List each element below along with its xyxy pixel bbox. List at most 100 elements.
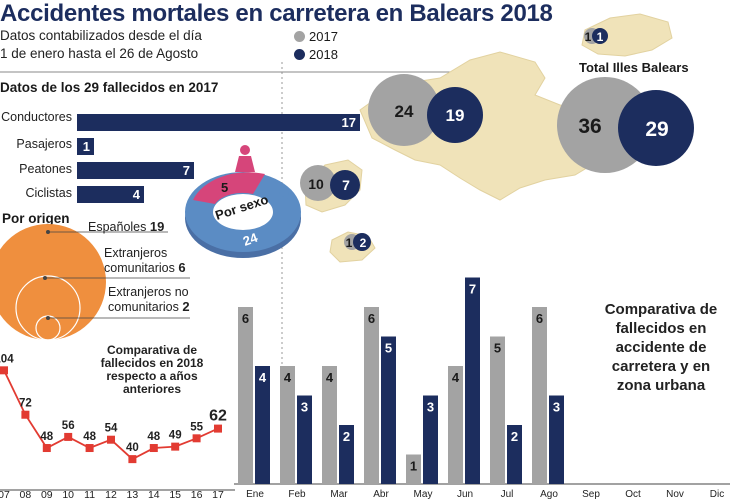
hbar-value-ciclistas: 4 (132, 187, 140, 202)
bar-title-3: accidente de (615, 339, 707, 356)
line-title-4: anteriores (122, 382, 182, 396)
origen-label-espanoles: Españoles 19 (88, 219, 164, 234)
line-chart-title: Comparativa de fallecidos en 2018 respec… (92, 344, 212, 396)
bar-tick-label: Jul (501, 489, 514, 500)
bar-2017 (280, 366, 295, 484)
origen-leader-dot-2 (43, 276, 47, 280)
total-2017-value: 36 (578, 115, 601, 138)
bar-2017 (532, 307, 547, 484)
line-point (171, 442, 180, 451)
mallorca-2017-value: 24 (395, 102, 414, 121)
bar-tick-label: Oct (625, 489, 641, 500)
line-value-label: 62 (209, 408, 227, 425)
mallorca-2018-circle (427, 87, 483, 143)
bar-tick-label: Feb (288, 489, 306, 500)
origen-espanoles-text: Españoles (88, 220, 147, 234)
origen-comunitarios-text-1: Extranjeros (104, 246, 168, 260)
bar-tick-label: Abr (373, 489, 389, 500)
bar-2018 (297, 395, 312, 484)
mallorca-2017-circle (368, 74, 440, 146)
menorca-2017-value: 1 (585, 30, 592, 44)
bar-2017 (322, 366, 337, 484)
line-title-1: Comparativa de (106, 343, 198, 357)
line-tick-label: 07 (0, 489, 10, 500)
subtitle-line-1: Datos contabilizados desde el día (0, 28, 202, 43)
bar-value-label: 5 (494, 341, 501, 356)
line-tick-label: 14 (148, 489, 160, 500)
line-tick-label: 11 (84, 489, 95, 500)
bar-value-label: 4 (452, 370, 460, 385)
bar-tick-label: May (414, 489, 433, 500)
bar-2018 (381, 336, 396, 484)
origen-no-comunitarios-text-1: Extranjeros no (108, 285, 189, 299)
line-value-label: 55 (190, 421, 203, 433)
bar-2018 (549, 395, 564, 484)
subtitle-line-2: 1 de enero hasta el 26 de Agosto (0, 46, 199, 61)
hbar-conductores: 17 (77, 114, 360, 131)
line-value-label: 56 (62, 420, 75, 432)
bar-2018 (507, 425, 522, 484)
bar-tick-label: Nov (666, 489, 684, 500)
hbar-label-pasajeros: Pasajeros (16, 137, 72, 151)
origen-leader-dot-3 (46, 316, 50, 320)
hbar-label-peatones: Peatones (19, 162, 72, 176)
bar-2017 (448, 366, 463, 484)
line-point (42, 444, 51, 453)
donut-hole (213, 194, 273, 230)
line-series (3, 369, 219, 461)
female-figure-icon (240, 145, 250, 155)
formentera-2017-value: 1 (346, 236, 353, 250)
line-tick-label: 17 (212, 489, 224, 500)
legend-item-2017: 2017 (294, 29, 338, 44)
line-value-label: 48 (83, 431, 96, 443)
bar-value-label: 4 (259, 370, 267, 385)
bar-value-label: 2 (343, 429, 350, 444)
hbar-value-peatones: 7 (182, 163, 190, 178)
male-figure-body-icon (278, 198, 290, 222)
ibiza-2018-value: 7 (342, 177, 350, 193)
hbar-pasajeros: 1 (77, 138, 94, 155)
line-tick-label: 13 (127, 489, 139, 500)
line-tick-label: 10 (62, 489, 74, 500)
line-value-label: 40 (126, 442, 139, 454)
line-title-2: fallecidos en 2018 (100, 356, 204, 370)
bar-title-4: carretera y en (611, 358, 711, 375)
hbar-label-ciclistas: Ciclistas (25, 186, 72, 200)
mallorca-2018-value: 19 (446, 106, 465, 125)
origen-espanoles-circle (0, 224, 106, 340)
total-2018-value: 29 (645, 118, 668, 141)
legend-swatch-2018 (294, 49, 305, 60)
bar-value-label: 6 (536, 311, 543, 326)
menorca-2018-value: 1 (597, 30, 604, 44)
origen-circles (0, 224, 190, 341)
bar-tick-label: Ago (540, 489, 558, 500)
bar-value-label: 3 (553, 400, 560, 415)
legend-label-2017: 2017 (309, 29, 338, 44)
line-value-label: 54 (105, 423, 118, 435)
page-title: Accidentes mortales en carretera en Bale… (0, 0, 553, 27)
female-figure-body-icon (235, 156, 255, 172)
origen-no-comunitarios-text-2: comunitarios (108, 300, 179, 314)
total-title: Total Illes Balears (579, 60, 689, 75)
formentera-2018-circle (353, 233, 371, 251)
total-2018-circle (618, 90, 694, 166)
ibiza-2017-value: 10 (308, 176, 324, 192)
bar-value-label: 5 (385, 341, 392, 356)
origen-label-comunitarios: Extranjeros comunitarios 6 (104, 246, 186, 275)
origen-label-no-comunitarios: Extranjeros no comunitarios 2 (108, 285, 190, 314)
origen-comunitarios-value: 6 (178, 260, 186, 275)
line-point (107, 435, 115, 444)
por-sexo-donut: 5 24 Por sexo (185, 145, 301, 258)
bar-2018 (423, 395, 438, 484)
line-tick-label: 15 (169, 489, 181, 500)
hbar-value-pasajeros: 1 (82, 139, 90, 154)
donut-female-value: 5 (221, 180, 228, 195)
bar-2018 (255, 366, 270, 484)
line-value-label: 49 (169, 430, 182, 442)
bar-tick-label: Mar (330, 489, 348, 500)
menorca-island (581, 13, 673, 57)
ibiza-2017-circle (300, 165, 336, 201)
bar-tick-label: Ene (246, 489, 264, 500)
line-title-3: respecto a años (106, 369, 198, 383)
legend-item-2018: 2018 (294, 47, 338, 62)
